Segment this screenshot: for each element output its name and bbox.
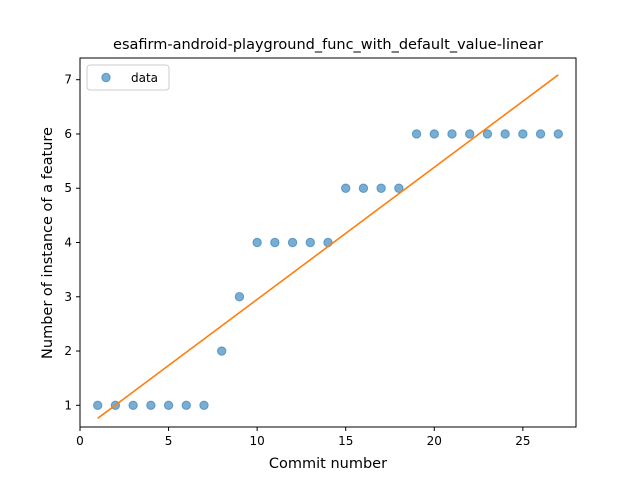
data-point — [163, 400, 174, 410]
data-point — [358, 183, 369, 193]
x-axis-label: Commit number — [269, 456, 387, 472]
data-point — [234, 292, 245, 302]
data-point — [465, 129, 475, 139]
x-tick-label: 25 — [515, 434, 530, 448]
y-axis-label: Number of instance of a feature — [40, 127, 56, 359]
data-point — [482, 129, 493, 139]
data-point — [376, 183, 386, 193]
y-tick-label: 6 — [64, 127, 72, 141]
data-point — [93, 400, 103, 410]
data-point — [146, 400, 156, 410]
data-point — [270, 237, 280, 248]
plot-area: 0 5 10 15 20 25 1 2 3 4 5 6 7 data — [64, 57, 577, 448]
y-tick-label: 3 — [64, 290, 72, 304]
data-point — [535, 129, 546, 139]
data-point — [394, 183, 404, 193]
data-point — [199, 400, 209, 410]
y-tick-label: 7 — [64, 73, 72, 87]
y-tick-label: 1 — [64, 398, 72, 412]
data-point — [518, 129, 528, 139]
x-tick-label: 5 — [165, 434, 173, 448]
x-tick-label: 15 — [338, 434, 353, 448]
data-point — [447, 129, 457, 139]
data-point — [252, 237, 262, 248]
legend-box — [86, 64, 170, 91]
data-point — [411, 129, 422, 139]
fit-line — [97, 74, 559, 419]
data-point — [217, 346, 227, 356]
data-point — [287, 237, 298, 248]
x-tick-label: 0 — [76, 434, 84, 448]
legend-marker — [101, 72, 111, 83]
y-tick-label: 4 — [64, 236, 72, 250]
data-point — [500, 129, 510, 139]
data-point — [181, 400, 191, 410]
x-tick-label: 10 — [250, 434, 265, 448]
y-tick-label: 5 — [64, 181, 72, 195]
data-point — [128, 400, 138, 410]
legend-label: data — [131, 71, 158, 85]
chart-title: esafirm-android-playground_func_with_def… — [113, 37, 543, 53]
y-tick-label: 2 — [64, 344, 72, 358]
data-point — [429, 129, 439, 139]
data-point — [323, 237, 333, 248]
data-point — [305, 237, 315, 248]
data-point — [553, 129, 563, 139]
x-tick-label: 20 — [427, 434, 442, 448]
data-point — [341, 183, 351, 193]
